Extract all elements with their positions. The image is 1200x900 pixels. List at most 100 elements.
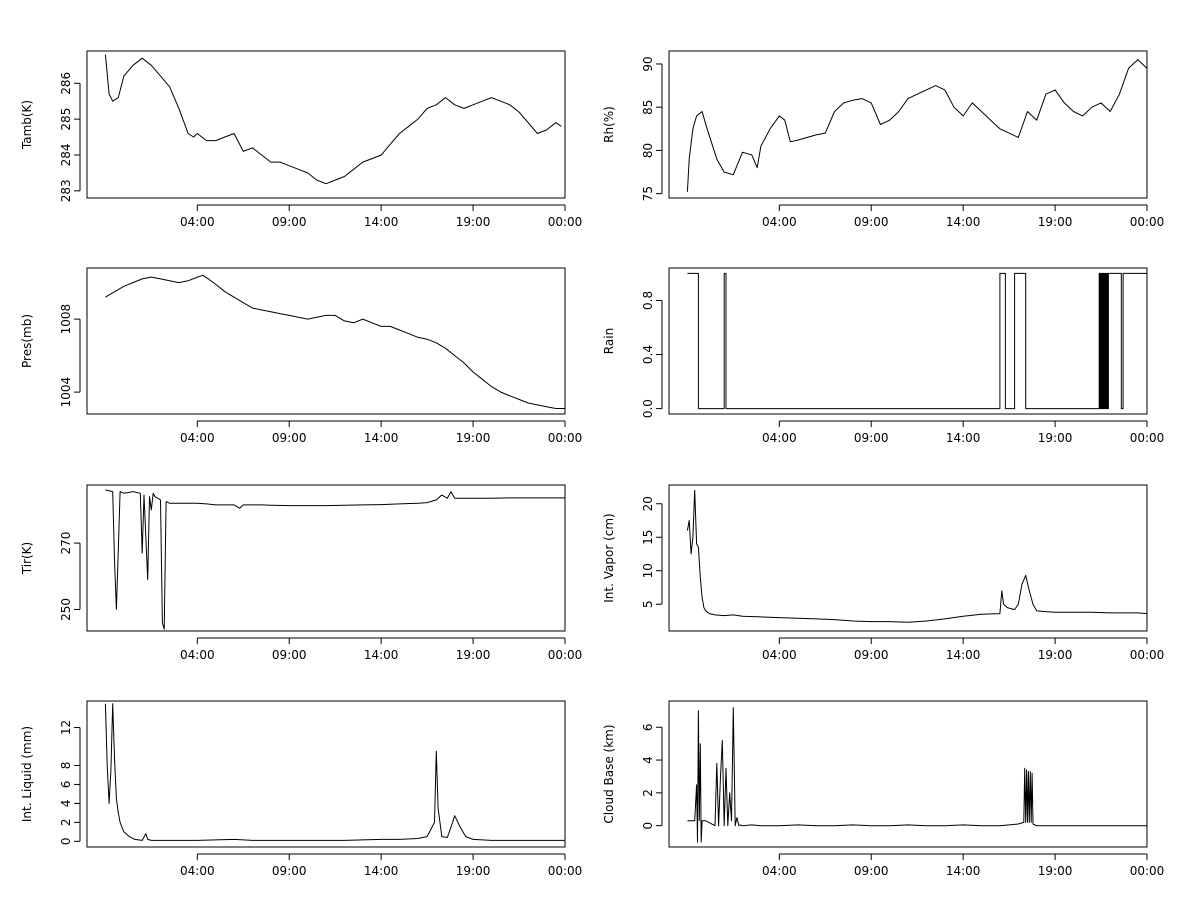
y-tick-label: 250 [59, 598, 73, 621]
plot-frame [86, 700, 566, 848]
y-tick-label: 2 [641, 789, 655, 797]
y-tick-label: 6 [641, 723, 655, 731]
x-axis: 04:00 09:00 14:00 19:00 00:00 [762, 853, 1164, 878]
panel-3: 04:00 09:00 14:00 19:00 00:00 1004 1008 Pres(mb… [20, 267, 583, 445]
plot-frame [668, 50, 1148, 199]
plot-frame [86, 484, 566, 632]
y-tick-label: 0 [641, 822, 655, 830]
panel-7: 04:00 09:00 14:00 19:00 00:00 0 2 4 6 8 12 Int. Liq… [20, 700, 582, 878]
x-axis: 04:00 09:00 14:00 19:00 00:00 [180, 637, 583, 662]
y-tick-label: 90 [641, 56, 655, 71]
y-axis: 0.0 0.4 0.8 [641, 291, 663, 418]
y-tick-label: 20 [641, 496, 655, 511]
x-tick-label: 04:00 [180, 864, 215, 878]
y-axis-label: Pres(mb) [20, 314, 34, 368]
x-tick-label: 00:00 [1130, 215, 1165, 229]
x-tick-label: 09:00 [854, 648, 889, 662]
y-tick-label: 0 [59, 837, 73, 845]
panel-5: 04:00 09:00 14:00 19:00 00:00 250 270 Tir(K) [20, 484, 583, 662]
y-tick-label: 85 [641, 100, 655, 115]
x-axis: 04:00 09:00 14:00 19:00 00:00 [762, 420, 1165, 445]
x-tick-label: 19:00 [456, 864, 491, 878]
y-tick-label: 4 [641, 756, 655, 764]
y-axis: 250 270 [59, 532, 81, 621]
y-tick-label: 8 [59, 762, 73, 770]
x-tick-label: 04:00 [180, 648, 215, 662]
y-axis: 5 10 15 20 [641, 496, 663, 608]
panel-1: 04:00 09:00 14:00 19:00 00:00 283 284 285 286 Tam… [20, 50, 583, 229]
y-axis-label: Rain [602, 328, 616, 354]
y-tick-label: 270 [59, 532, 73, 555]
x-tick-label: 00:00 [548, 431, 583, 445]
y-axis-label: Int. Vapor (cm) [602, 513, 616, 602]
x-tick-label: 19:00 [456, 431, 491, 445]
panel-2: 04:00 09:00 14:00 19:00 00:00 75 80 85 90 Rh(%) [602, 50, 1165, 229]
x-axis: 04:00 09:00 14:00 19:00 00:00 [762, 204, 1165, 229]
x-tick-label: 09:00 [272, 648, 307, 662]
x-axis: 04:00 09:00 14:00 19:00 00:00 [180, 853, 582, 878]
y-tick-label: 0.0 [641, 399, 655, 418]
y-axis: 0 2 4 6 8 12 [59, 720, 81, 845]
series-line [104, 703, 565, 841]
y-axis: 0 2 4 6 [641, 723, 663, 830]
x-tick-label: 00:00 [1130, 648, 1165, 662]
x-tick-label: 00:00 [548, 215, 583, 229]
x-tick-label: 00:00 [1130, 431, 1165, 445]
y-axis: 75 80 85 90 [641, 56, 663, 201]
y-axis-label: Int. Liquid (mm) [20, 726, 34, 822]
x-tick-label: 19:00 [456, 215, 491, 229]
series-line [687, 272, 1147, 410]
y-tick-label: 6 [59, 781, 73, 789]
x-tick-label: 09:00 [272, 215, 307, 229]
x-tick-label: 09:00 [854, 864, 889, 878]
x-tick-label: 19:00 [1038, 648, 1073, 662]
y-tick-label: 2 [59, 819, 73, 827]
x-tick-label: 19:00 [456, 648, 491, 662]
plot-frame [668, 267, 1148, 415]
y-tick-label: 12 [59, 720, 73, 735]
x-tick-label: 00:00 [548, 648, 583, 662]
x-tick-label: 19:00 [1038, 431, 1073, 445]
x-tick-label: 04:00 [762, 864, 797, 878]
x-tick-label: 09:00 [854, 431, 889, 445]
plot-frame [668, 700, 1148, 848]
y-axis-label: Cloud Base (km) [602, 724, 616, 823]
x-tick-label: 19:00 [1038, 215, 1073, 229]
y-tick-label: 10 [641, 563, 655, 578]
x-tick-label: 14:00 [364, 215, 399, 229]
y-tick-label: 5 [641, 600, 655, 608]
x-tick-label: 19:00 [1038, 864, 1073, 878]
y-tick-label: 0.4 [641, 345, 655, 364]
panel-8: 04:00 09:00 14:00 19:00 00:00 0 2 4 6 Cloud Base … [602, 700, 1164, 878]
x-tick-label: 04:00 [762, 648, 797, 662]
y-tick-label: 285 [59, 108, 73, 131]
panel-6: 04:00 09:00 14:00 19:00 00:00 5 10 15 20 Int. Vap… [602, 484, 1165, 662]
y-tick-label: 283 [59, 179, 73, 202]
y-tick-label: 80 [641, 143, 655, 158]
series-line [104, 54, 562, 185]
x-tick-label: 14:00 [946, 431, 981, 445]
y-axis: 283 284 285 286 [59, 72, 81, 202]
y-axis-label: Tir(K) [20, 542, 34, 575]
x-tick-label: 04:00 [762, 431, 797, 445]
x-axis: 04:00 09:00 14:00 19:00 00:00 [762, 637, 1165, 662]
y-axis-label: Rh(%) [602, 106, 616, 143]
x-tick-label: 04:00 [180, 431, 215, 445]
plot-frame [86, 50, 566, 199]
panel-4: 04:00 09:00 14:00 19:00 00:00 0.0 0.4 0.8 Rain [602, 267, 1165, 445]
y-tick-label: 1008 [59, 304, 73, 335]
x-tick-label: 14:00 [364, 648, 399, 662]
y-axis: 1004 1008 [59, 304, 81, 407]
y-tick-label: 0.8 [641, 291, 655, 310]
x-tick-label: 04:00 [762, 215, 797, 229]
x-tick-label: 14:00 [364, 431, 399, 445]
x-tick-label: 04:00 [180, 215, 215, 229]
y-tick-label: 75 [641, 186, 655, 201]
x-tick-label: 14:00 [946, 648, 981, 662]
series-line [687, 707, 1147, 843]
x-tick-label: 09:00 [854, 215, 889, 229]
x-tick-label: 14:00 [946, 215, 981, 229]
plot-frame [86, 267, 566, 415]
x-tick-label: 14:00 [946, 864, 981, 878]
x-axis: 04:00 09:00 14:00 19:00 00:00 [180, 204, 583, 229]
